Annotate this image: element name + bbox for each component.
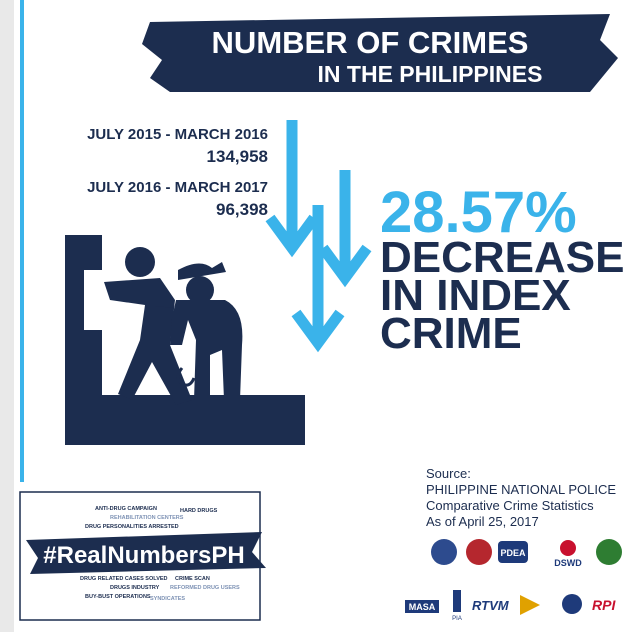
cloud-word: BUY-BUST OPERATIONS [85,594,151,600]
logo-seal [562,594,582,614]
title-brush [142,14,618,92]
cloud-word: REFORMED DRUG USERS [170,585,240,591]
hashtag: #RealNumbersPH [43,542,244,569]
period-label: JULY 2015 - MARCH 2016 [87,126,268,143]
side-stripe [0,0,14,632]
period-count: 96,398 [216,200,268,219]
word-cloud: ANTI-DRUG CAMPAIGN REHABILITATION CENTER… [80,506,240,602]
percent: 28.57% [380,180,577,245]
cloud-word: ANTI-DRUG CAMPAIGN [95,506,157,512]
highlight-line: DECREASE [380,233,625,282]
cloud-word: REHABILITATION CENTERS [110,515,184,521]
logo-seal [596,539,622,565]
source-line: Comparative Crime Statistics [426,498,594,513]
logo-box [405,600,439,613]
logo-seal [466,539,492,565]
cloud-word: SYNDICATES [150,596,185,602]
period-count: 134,958 [207,147,268,166]
highlight-line: IN INDEX [380,271,571,320]
side-line [20,0,24,482]
period-label: JULY 2016 - MARCH 2017 [87,179,268,196]
logo: MASA [409,602,436,612]
handcuff [176,367,196,387]
logo: RPI [592,597,616,613]
arrows [265,120,372,353]
logo: PDEA [500,548,526,558]
logos: PDEA DSWD MASA PIA RTVM RPI [405,539,622,622]
banner-brush [26,532,266,574]
cloud-word: DRUGS INDUSTRY [110,585,160,591]
title: NUMBER OF CRIMES [212,25,529,60]
cloud-word: CRIME SCAN [175,576,210,582]
arrest-icon [65,235,305,445]
source-line: PHILIPPINE NATIONAL POLICE [426,482,616,497]
logo: DSWD [554,558,582,568]
logo: PIA [452,616,462,622]
source-line: As of April 25, 2017 [426,514,539,529]
cloud-word: DRUG RELATED CASES SOLVED [80,576,168,582]
highlight-line: CRIME [380,309,522,358]
source-heading: Source: [426,466,471,481]
cloud-word: HARD DRUGS [180,508,218,514]
logo-seal [560,540,576,556]
logo-seal [431,539,457,565]
logo-box [453,590,461,612]
logo-box [498,541,528,563]
logo-mark [520,595,540,615]
title: IN THE PHILIPPINES [318,61,543,87]
logo: RTVM [472,598,510,613]
cloud-word: DRUG PERSONALITIES ARRESTED [85,524,179,530]
